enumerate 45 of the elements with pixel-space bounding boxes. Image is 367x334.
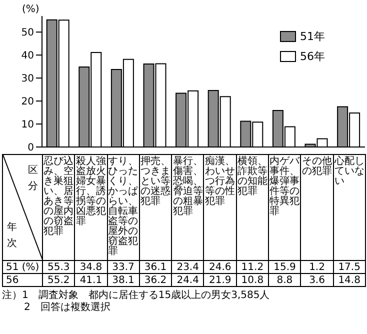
data-label: 36.2 bbox=[139, 274, 172, 286]
x-tick-label: 痴漢、わいせつ行為等の性犯罪 bbox=[205, 156, 236, 207]
data-label: 41.1 bbox=[74, 274, 108, 286]
data-label: 23.4 bbox=[172, 260, 204, 274]
text: 年次 bbox=[7, 221, 17, 251]
data-label: 17.5 bbox=[333, 260, 366, 274]
data-label: 10.8 bbox=[236, 274, 269, 286]
data-label: 3.6 bbox=[300, 274, 334, 286]
y-tick-label: 10 bbox=[21, 120, 34, 131]
data-label: 34.8 bbox=[74, 260, 108, 274]
y-axis-title: (%) bbox=[22, 4, 40, 15]
y-tick-label: 50 bbox=[21, 28, 34, 39]
y-tick-label: 40 bbox=[21, 50, 34, 62]
legend-label: 56年 bbox=[300, 48, 325, 64]
text: 注）1 調査対象 都内に居住する15歳以上の男女3,585人 bbox=[2, 290, 271, 302]
data-label: 36.1 bbox=[139, 260, 172, 274]
x-tick-label: 心配していない bbox=[334, 156, 364, 187]
x-tick-label: 殺人強盗放火婦女暴行、誘拐等の凶悪犯罪 bbox=[76, 156, 106, 227]
data-label: 24.6 bbox=[204, 260, 236, 274]
text: 2 回答は複数選択 bbox=[23, 302, 112, 314]
legend-label: 51年 bbox=[300, 28, 325, 44]
data-label: 1.2 bbox=[300, 260, 334, 274]
text: 区分 bbox=[28, 164, 38, 194]
x-tick-label: 忍び込み、空き巣狙い、居あき等の屋内の窃盗犯罪 bbox=[44, 156, 74, 237]
data-label: 8.8 bbox=[268, 274, 301, 286]
data-label: 21.9 bbox=[204, 274, 236, 286]
x-tick-label: 内ゲバ事件、爆弾事件等の特異犯罪 bbox=[270, 156, 300, 217]
data-label: 33.7 bbox=[107, 260, 140, 274]
data-label: 14.8 bbox=[333, 274, 366, 286]
category-label: すり、ひったくり、かっぱらい、自転車盗等の屋外の窃盗犯罪 bbox=[108, 156, 138, 257]
data-label: 38.1 bbox=[107, 274, 140, 286]
text: 56 bbox=[2, 274, 42, 286]
data-label: 55.3 bbox=[42, 260, 75, 274]
y-tick-label: 20 bbox=[21, 96, 34, 108]
data-label: 11.2 bbox=[236, 260, 269, 274]
data-label: 55.2 bbox=[42, 274, 75, 286]
data-label: 24.4 bbox=[172, 274, 204, 286]
data-label: 15.9 bbox=[268, 260, 301, 274]
y-tick-label: 30 bbox=[21, 74, 34, 85]
x-tick-label: 押売、つきまとい等の迷惑犯罪 bbox=[140, 156, 171, 207]
y-tick-label: 0 bbox=[28, 142, 34, 154]
x-tick-label: その他の犯罪 bbox=[302, 156, 332, 177]
x-tick-label: 横領、詐欺等の知能犯罪 bbox=[237, 156, 268, 197]
text: 51 (%) bbox=[2, 260, 42, 274]
x-tick-label: 暴行、傷害、恐喝、脅迫等の粗暴犯罪 bbox=[172, 156, 203, 217]
